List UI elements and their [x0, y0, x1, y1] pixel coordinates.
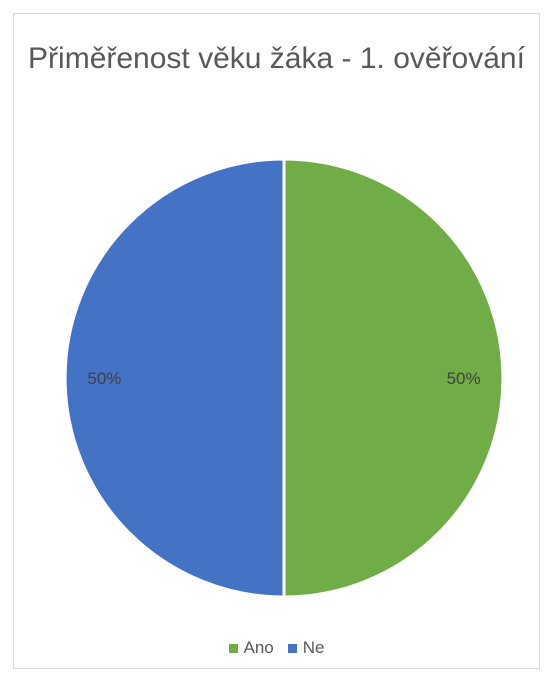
chart-title: Přiměřenost věku žáka - 1. ověřování — [0, 38, 553, 80]
legend-item-ano: Ano — [228, 638, 274, 658]
slice-ano — [282, 157, 505, 599]
legend-swatch-ano — [228, 643, 238, 653]
chart-title-text: Přiměřenost věku žáka - 1. ověřování — [28, 42, 525, 75]
legend-label-ano: Ano — [243, 638, 274, 657]
legend-swatch-ne — [287, 643, 297, 653]
legend-item-ne: Ne — [287, 638, 325, 658]
legend: Ano Ne — [0, 638, 553, 658]
data-label-ano: 50% — [447, 369, 481, 388]
slice-ne — [63, 157, 286, 599]
legend-label-ne: Ne — [302, 638, 325, 657]
data-label-ne: 50% — [87, 369, 121, 388]
